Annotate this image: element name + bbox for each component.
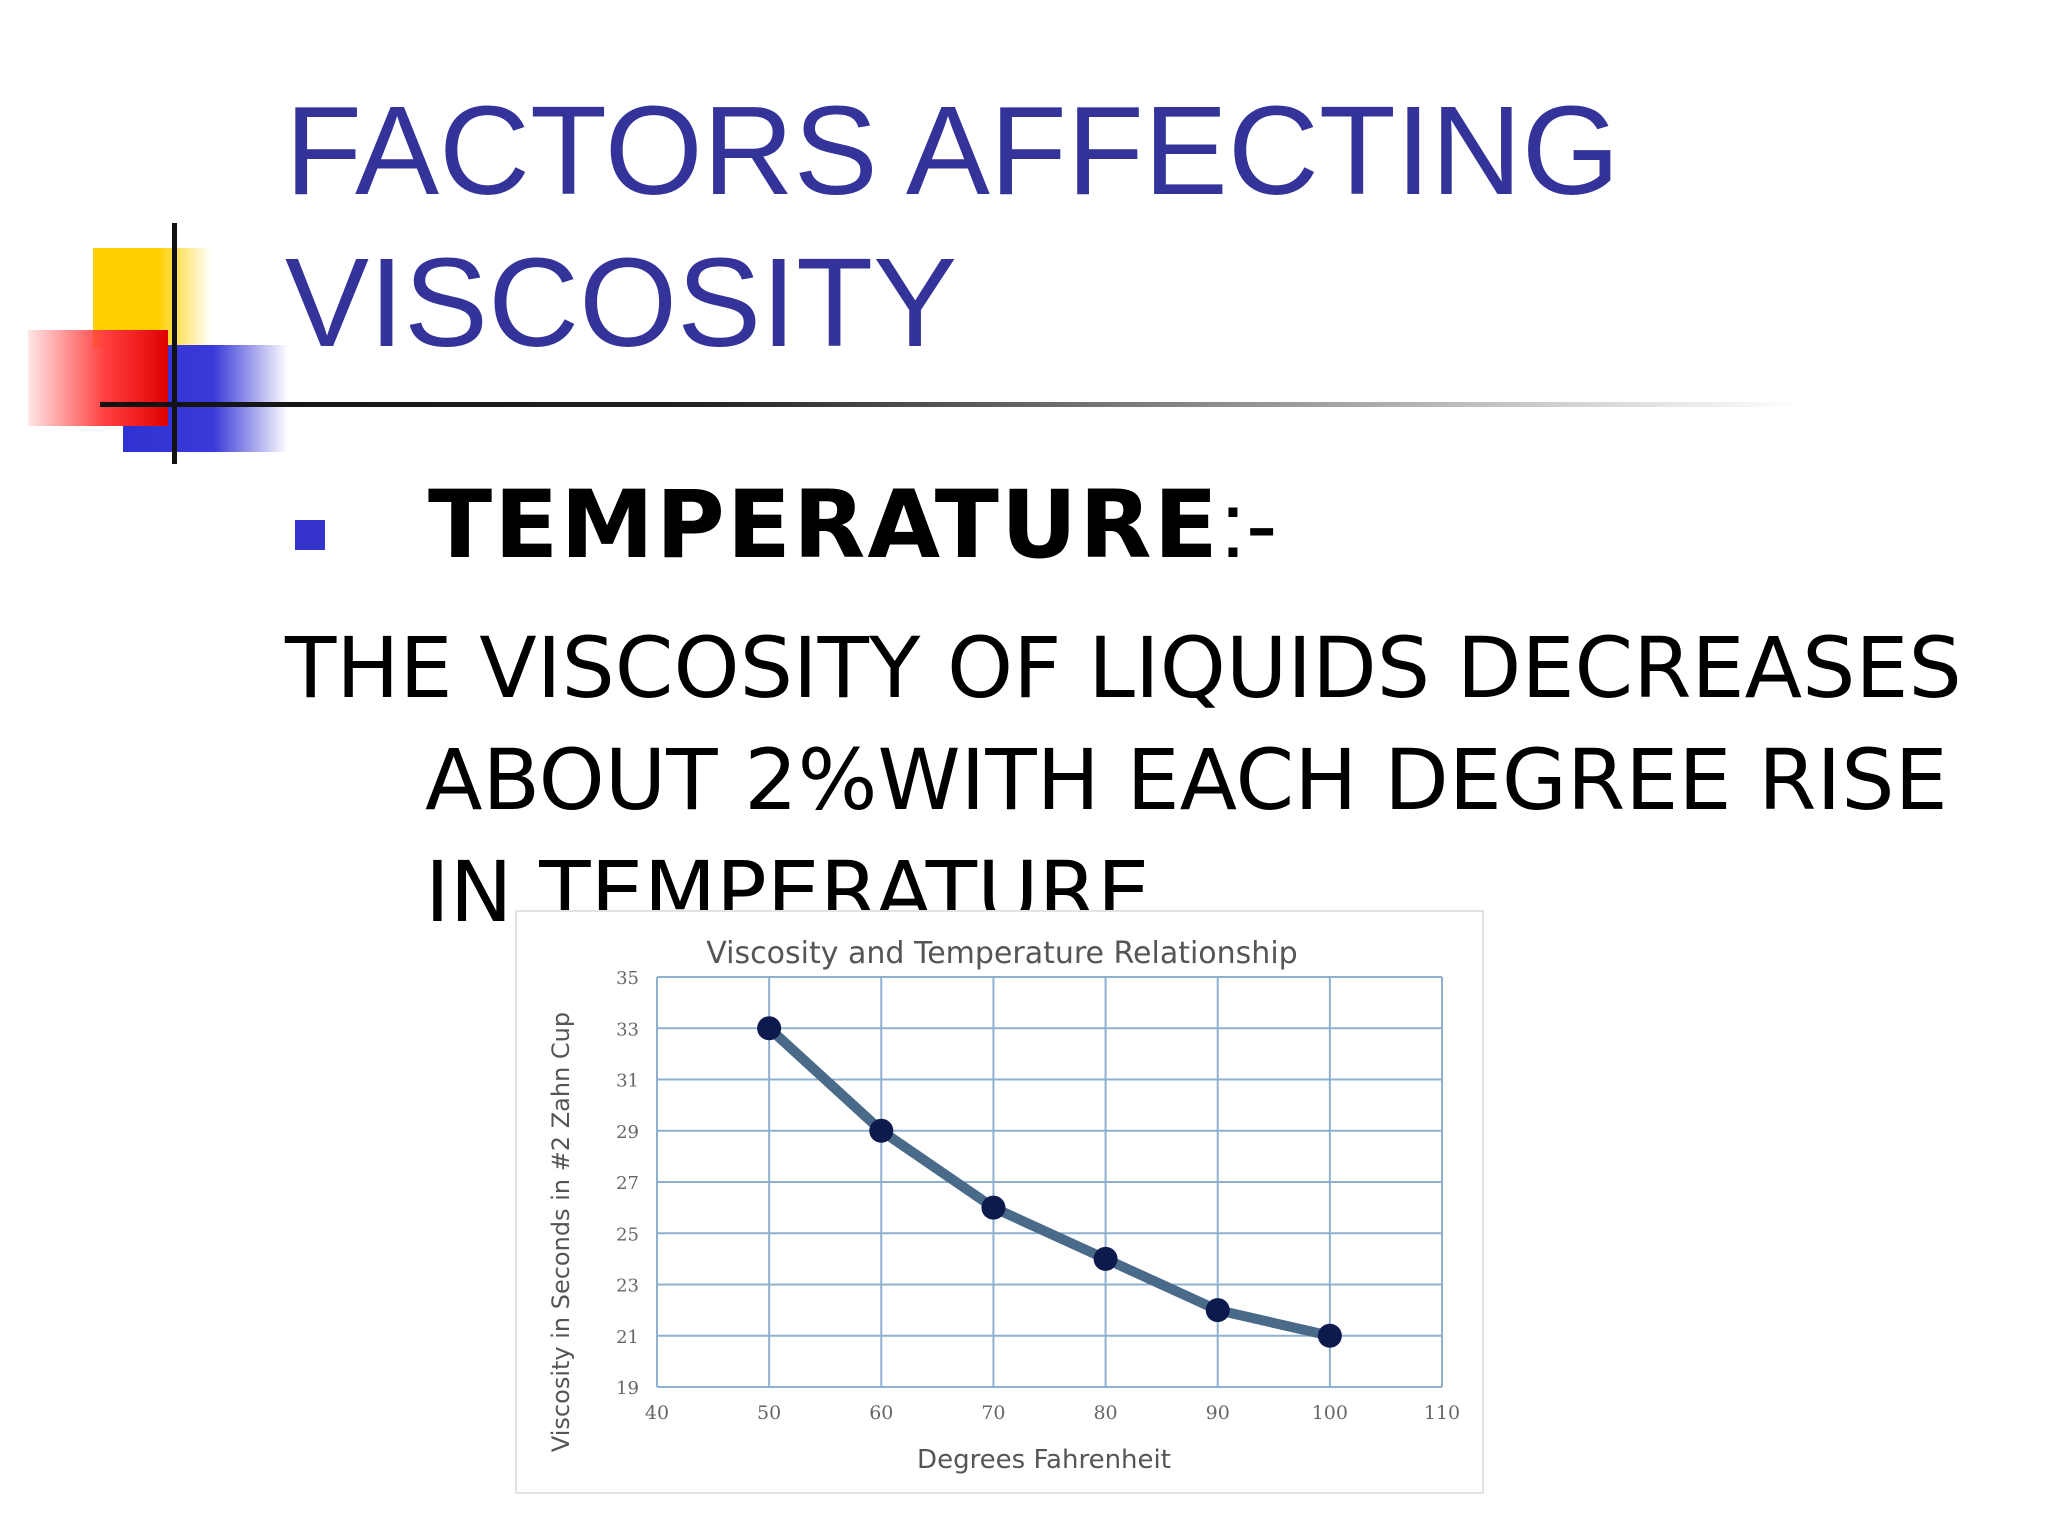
x-tick-label: 110 bbox=[1424, 1402, 1460, 1424]
paragraph-line: ABOUT 2%WITH EACH DEGREE RISE bbox=[425, 731, 1948, 829]
chart-container: Viscosity and Temperature Relationship V… bbox=[515, 910, 1484, 1494]
subheading-suffix: :- bbox=[1219, 472, 1278, 577]
y-tick-label: 27 bbox=[616, 1173, 639, 1194]
y-tick-label: 21 bbox=[616, 1327, 639, 1348]
body-paragraph: THE VISCOSITY OF LIQUIDS DECREASES ABOUT… bbox=[285, 612, 2025, 948]
y-tick-label: 23 bbox=[616, 1276, 639, 1297]
bullet-square-icon bbox=[295, 520, 325, 550]
slide-title: FACTORS AFFECTING VISCOSITY bbox=[285, 75, 1885, 379]
title-line: VISCOSITY bbox=[285, 232, 958, 373]
title-line: FACTORS AFFECTING bbox=[285, 80, 1620, 221]
x-tick-label: 70 bbox=[981, 1402, 1005, 1424]
vertical-rule bbox=[172, 223, 177, 464]
data-point bbox=[1093, 1246, 1118, 1271]
data-point bbox=[1205, 1298, 1230, 1323]
data-point bbox=[1317, 1323, 1342, 1348]
data-point bbox=[981, 1195, 1006, 1220]
viscosity-chart: Viscosity and Temperature Relationship V… bbox=[547, 936, 1460, 1475]
x-tick-label: 40 bbox=[645, 1402, 669, 1424]
chart-title: Viscosity and Temperature Relationship bbox=[706, 936, 1297, 971]
data-point bbox=[757, 1016, 782, 1041]
y-tick-label: 35 bbox=[616, 968, 639, 989]
y-tick-label: 31 bbox=[616, 1071, 639, 1092]
series-line bbox=[764, 1023, 1335, 1341]
x-tick-label: 60 bbox=[869, 1402, 893, 1424]
red-square bbox=[28, 330, 168, 426]
title-underline bbox=[100, 402, 1800, 407]
y-tick-label: 29 bbox=[616, 1122, 639, 1143]
subheading: TEMPERATURE:- bbox=[428, 470, 1277, 581]
subheading-bold: TEMPERATURE bbox=[428, 471, 1220, 580]
chart-y-axis-label: Viscosity in Seconds in #2 Zahn Cup bbox=[547, 1012, 575, 1452]
paragraph-line: THE VISCOSITY OF LIQUIDS DECREASES bbox=[285, 619, 1962, 717]
data-point bbox=[869, 1118, 894, 1143]
y-tick-label: 33 bbox=[616, 1019, 639, 1040]
decorative-logo bbox=[0, 0, 340, 470]
x-tick-label: 80 bbox=[1093, 1402, 1117, 1424]
x-tick-label: 100 bbox=[1312, 1402, 1348, 1424]
y-tick-label: 25 bbox=[616, 1224, 639, 1245]
x-tick-label: 90 bbox=[1206, 1402, 1230, 1424]
y-tick-label: 19 bbox=[616, 1378, 639, 1399]
x-tick-label: 50 bbox=[757, 1402, 781, 1424]
chart-x-axis-label: Degrees Fahrenheit bbox=[917, 1445, 1171, 1475]
